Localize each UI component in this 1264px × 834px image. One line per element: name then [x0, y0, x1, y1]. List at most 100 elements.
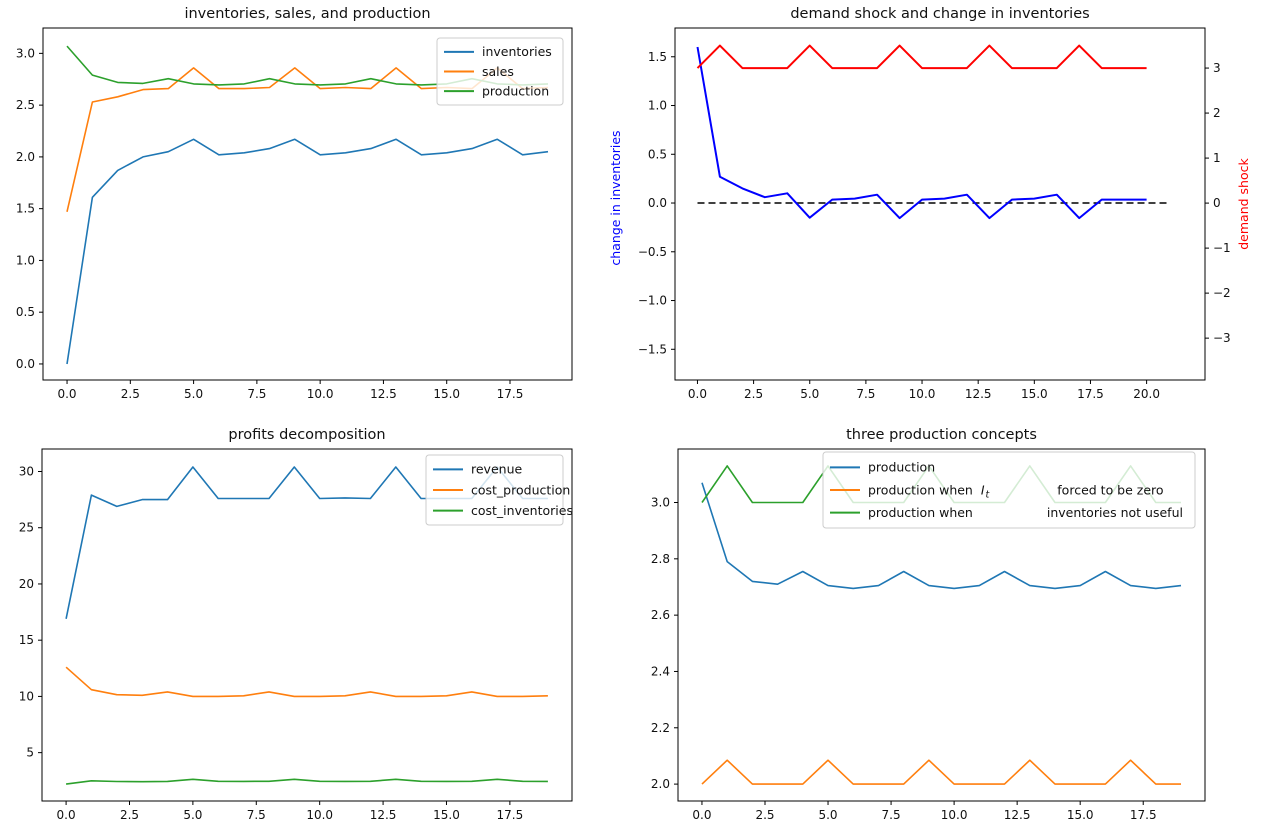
svg-text:0.0: 0.0 — [57, 808, 76, 822]
svg-text:−0.5: −0.5 — [638, 245, 667, 259]
svg-text:5.0: 5.0 — [800, 387, 819, 401]
legend-box — [822, 451, 1196, 529]
legend-label: revenue — [471, 462, 522, 477]
svg-text:2.2: 2.2 — [651, 721, 670, 735]
svg-text:1: 1 — [1213, 151, 1221, 165]
y-axis-label-left: change in inventories — [608, 130, 623, 265]
chart-title: inventories, sales, and production — [184, 6, 431, 22]
svg-text:12.5: 12.5 — [1004, 808, 1031, 822]
y-axis-label-right: demand shock — [1236, 158, 1251, 250]
svg-text:1.5: 1.5 — [648, 50, 667, 64]
svg-text:0: 0 — [1213, 196, 1221, 210]
x-axis: 0.0 2.5 5.0 7.5 10.0 12.5 15.0 17.5 — [57, 801, 524, 822]
svg-text:5.0: 5.0 — [183, 808, 202, 822]
legend: inventories sales production — [436, 37, 564, 106]
svg-text:12.5: 12.5 — [370, 808, 397, 822]
svg-text:3.0: 3.0 — [16, 46, 35, 60]
legend: production production when It forced to be … — [822, 451, 1196, 529]
chart-title: three production concepts — [846, 427, 1037, 443]
legend-label: production — [868, 460, 935, 475]
cost-inventories-line — [65, 778, 548, 785]
legend-label: sales — [482, 64, 514, 79]
production-line — [701, 482, 1182, 590]
legend-label: cost_inventories — [471, 503, 573, 518]
legend-label: production when It forced to be zero — [868, 482, 1164, 500]
svg-text:12.5: 12.5 — [370, 387, 397, 401]
svg-text:2.6: 2.6 — [651, 608, 670, 622]
svg-text:0.0: 0.0 — [648, 196, 667, 210]
svg-text:2.5: 2.5 — [744, 387, 763, 401]
svg-text:2: 2 — [1213, 106, 1221, 120]
y-axis: −1.5 −1.0 −0.5 0.0 0.5 1.0 1.5 — [638, 50, 675, 356]
svg-text:15.0: 15.0 — [433, 387, 460, 401]
x-axis: 0.0 2.5 5.0 7.5 10.0 12.5 15.0 17.5 — [57, 380, 523, 401]
x-axis: 0.0 2.5 5.0 7.5 10.0 12.5 15.0 17.5 — [692, 801, 1157, 822]
svg-text:0.0: 0.0 — [688, 387, 707, 401]
production-when-i-t-forced-to-be-zero-line — [701, 759, 1181, 785]
svg-text:7.5: 7.5 — [856, 387, 875, 401]
svg-text:5: 5 — [26, 746, 34, 760]
svg-text:20.0: 20.0 — [1133, 387, 1160, 401]
svg-text:2.5: 2.5 — [121, 387, 140, 401]
svg-text:0.5: 0.5 — [16, 305, 35, 319]
svg-text:−1.0: −1.0 — [638, 294, 667, 308]
svg-text:−1.5: −1.5 — [638, 342, 667, 356]
svg-text:15.0: 15.0 — [433, 808, 460, 822]
svg-text:2.5: 2.5 — [755, 808, 774, 822]
svg-text:15.0: 15.0 — [1021, 387, 1048, 401]
svg-text:5.0: 5.0 — [818, 808, 837, 822]
change-in-inventories-line — [696, 46, 1147, 220]
legend-label: production — [482, 83, 549, 98]
svg-text:2.5: 2.5 — [120, 808, 139, 822]
legend-label: production when inventories not useful — [868, 505, 1183, 520]
svg-text:5.0: 5.0 — [184, 387, 203, 401]
svg-text:17.5: 17.5 — [497, 387, 524, 401]
axes-spines — [41, 448, 573, 802]
legend-box — [436, 37, 564, 106]
svg-text:10.0: 10.0 — [941, 808, 968, 822]
axes-spines — [677, 448, 1206, 802]
svg-text:15: 15 — [19, 633, 34, 647]
chart-title: profits decomposition — [228, 427, 386, 443]
svg-text:1.0: 1.0 — [648, 99, 667, 113]
svg-text:7.5: 7.5 — [247, 387, 266, 401]
svg-text:25: 25 — [19, 521, 34, 535]
svg-text:15.0: 15.0 — [1067, 808, 1094, 822]
svg-text:10.0: 10.0 — [306, 808, 333, 822]
svg-text:−3: −3 — [1213, 331, 1231, 345]
svg-text:−2: −2 — [1213, 286, 1231, 300]
inventories-line — [66, 138, 549, 365]
svg-text:2.4: 2.4 — [651, 664, 670, 678]
legend: revenue cost_production cost_inventories — [425, 454, 573, 526]
y-axis: 5 10 15 20 25 30 — [19, 464, 42, 760]
y-axis: 2.0 2.2 2.4 2.6 2.8 3.0 — [651, 496, 678, 791]
svg-text:0.0: 0.0 — [57, 387, 76, 401]
y-axis: 0.0 0.5 1.0 1.5 2.0 2.5 3.0 — [16, 46, 43, 371]
svg-text:1.0: 1.0 — [16, 253, 35, 267]
x-axis: 0.0 2.5 5.0 7.5 10.0 12.5 15.0 17.5 20.0 — [688, 380, 1160, 401]
axes-spines — [674, 27, 1206, 381]
axes-spines — [42, 27, 573, 381]
svg-text:3.0: 3.0 — [651, 496, 670, 510]
chart-title: demand shock and change in inventories — [790, 6, 1090, 22]
svg-text:3: 3 — [1213, 61, 1221, 75]
svg-text:2.5: 2.5 — [16, 98, 35, 112]
svg-text:10: 10 — [19, 689, 34, 703]
svg-text:1.5: 1.5 — [16, 202, 35, 216]
plot-lines — [696, 44, 1170, 220]
svg-text:30: 30 — [19, 464, 34, 478]
svg-text:2.8: 2.8 — [651, 552, 670, 566]
svg-text:17.5: 17.5 — [1130, 808, 1157, 822]
svg-text:2.0: 2.0 — [651, 777, 670, 791]
svg-text:10.0: 10.0 — [909, 387, 936, 401]
legend-label: inventories — [482, 44, 552, 59]
svg-text:−1: −1 — [1213, 241, 1231, 255]
svg-text:10.0: 10.0 — [307, 387, 334, 401]
svg-text:17.5: 17.5 — [497, 808, 524, 822]
cost-production-line — [65, 666, 548, 698]
legend-box — [425, 454, 564, 526]
svg-text:20: 20 — [19, 577, 34, 591]
